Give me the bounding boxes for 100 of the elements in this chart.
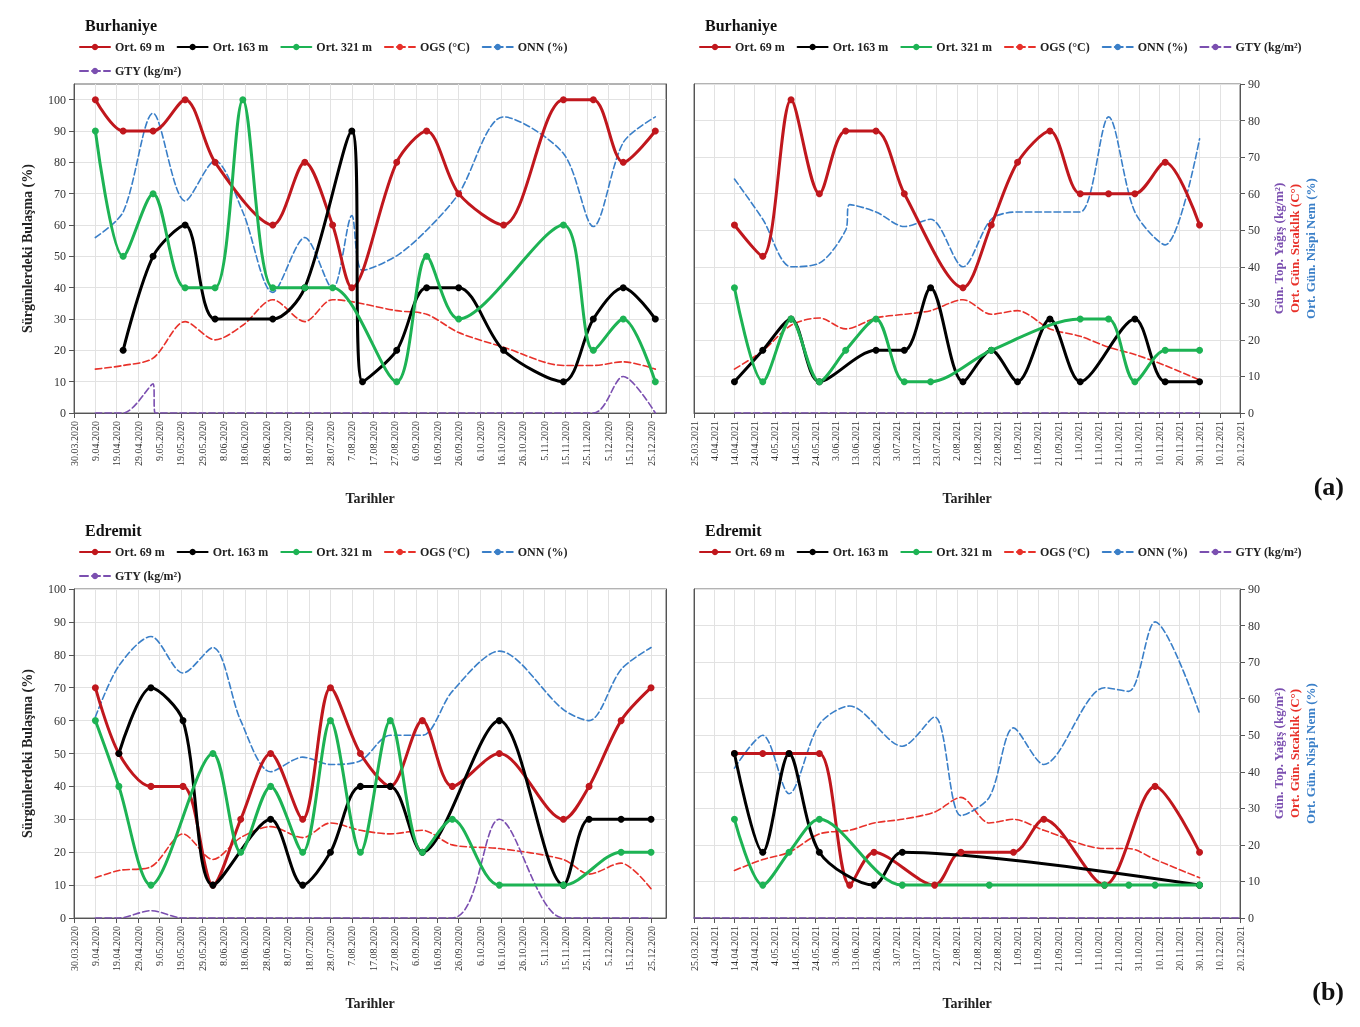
point (237, 848, 245, 856)
point (927, 284, 935, 292)
x-tick-label: 31.10.2021 (1133, 926, 1145, 971)
point (872, 346, 880, 354)
x-tick-label: 5.12.2020 (602, 926, 614, 966)
text: Gün. Top. Yağış (kg/m²) (1270, 182, 1286, 315)
y-axis-title: Sürgünlerdeki Bulaşma (%) (19, 163, 36, 333)
x-tick-label: 18.06.2020 (239, 421, 251, 466)
x-tick-label: 8.06.2020 (218, 926, 230, 966)
x-tick-label: 23.06.2021 (870, 421, 882, 466)
text: Ort. Gün. Nispi Nem (%) (1302, 683, 1318, 824)
x-tick-label: 25.12.2020 (645, 421, 657, 466)
point (393, 158, 401, 166)
y-tick-label: 80 (54, 647, 66, 662)
x-tick-label: 28.06.2020 (260, 926, 272, 971)
point (448, 815, 456, 823)
x-tick-label: 15.11.2020 (560, 421, 572, 466)
x-tick-label: 9.04.2020 (89, 421, 101, 461)
point (455, 315, 463, 323)
y-tick-label: 20 (54, 343, 66, 358)
point (647, 848, 655, 856)
point (326, 848, 334, 856)
legend-label: GTY (kg/m²) (1235, 545, 1302, 559)
legend-label: Ort. 321 m (316, 545, 372, 559)
point (619, 284, 627, 292)
x-tick-label: 3.06.2021 (830, 421, 842, 461)
y2-tick-label: 90 (1248, 582, 1260, 596)
y2-tick-label: 30 (1248, 801, 1260, 816)
point (495, 881, 503, 889)
point (759, 346, 767, 354)
point (179, 717, 187, 725)
x-tick-label: 24.04.2021 (749, 926, 761, 971)
point (1076, 315, 1084, 323)
x-tick-label: 10.11.2021 (1153, 421, 1165, 466)
point (211, 284, 219, 292)
x-tick-label: 1.10.2021 (1072, 421, 1084, 461)
legend-label: GTY (kg/m²) (115, 64, 182, 78)
point (759, 848, 767, 856)
point (870, 848, 878, 856)
y2-tick-label: 70 (1248, 150, 1260, 165)
x-tick-label: 8.07.2020 (282, 926, 294, 966)
point (589, 346, 597, 354)
x-tick-label: 3.07.2021 (890, 926, 902, 966)
point (448, 782, 456, 790)
point (730, 284, 738, 292)
x-tick-label: 23.06.2021 (870, 926, 882, 971)
x-tick-label: 26.10.2020 (517, 421, 529, 466)
point (181, 284, 189, 292)
y-tick-label: 50 (54, 249, 66, 264)
y-tick-label: 0 (60, 406, 66, 420)
x-tick-label: 27.08.2020 (389, 421, 401, 466)
y2-tick-label: 90 (1248, 77, 1260, 91)
point (651, 315, 659, 323)
point (959, 378, 967, 386)
x-tick-label: 29.04.2020 (132, 926, 144, 971)
x-tick-label: 6.10.2020 (474, 421, 486, 461)
point (846, 881, 854, 889)
point (759, 750, 767, 757)
legend-label: OGS (°C) (1039, 545, 1090, 559)
x-tick-label: 27.08.2020 (389, 926, 401, 971)
legend-label: GTY (kg/m²) (115, 569, 182, 583)
x-tick-label: 25.11.2020 (581, 926, 593, 971)
legend-label: Ort. 69 m (115, 40, 165, 54)
x-tick-label: 30.03.2020 (68, 926, 80, 971)
x-tick-label: 17.08.2020 (367, 926, 379, 971)
x-tick-label: 26.10.2020 (517, 926, 529, 971)
point (209, 750, 217, 757)
x-tick-label: 23.07.2021 (931, 926, 943, 971)
chart-title: Burhaniye (85, 16, 158, 35)
point (647, 815, 655, 823)
point (356, 782, 364, 790)
x-tick-label: 8.07.2020 (282, 421, 294, 461)
text: Ort. Gün. Nispi Nem (%) (1302, 178, 1318, 319)
point (842, 346, 850, 354)
x-tick-label: 4.04.2021 (708, 421, 720, 461)
x-tick-label: 25.03.2021 (688, 421, 700, 466)
point (299, 881, 307, 889)
x-tick-label: 6.10.2020 (474, 926, 486, 966)
legend-label: Ort. 163 m (832, 545, 889, 559)
x-tick-label: 15.11.2020 (560, 926, 572, 971)
legend-label: Ort. 163 m (212, 40, 269, 54)
y-tick-label: 10 (54, 374, 66, 389)
point (348, 284, 356, 292)
x-tick-label: 30.11.2021 (1194, 421, 1206, 466)
point (269, 315, 277, 323)
point (617, 717, 625, 725)
point (329, 221, 337, 229)
point (1076, 190, 1084, 198)
point (386, 717, 394, 725)
x-axis-title: Tarihler (345, 490, 395, 506)
point (589, 315, 597, 323)
point (1105, 190, 1113, 198)
y2-tick-label: 0 (1248, 406, 1254, 420)
x-tick-label: 5.12.2020 (602, 421, 614, 461)
x-tick-label: 26.09.2020 (453, 926, 465, 971)
chart-title: Edremit (85, 521, 143, 539)
text: (b) (1312, 976, 1344, 1006)
x-tick-label: 16.09.2020 (431, 421, 443, 466)
point (326, 684, 334, 692)
y-axis-title: Sürgünlerdeki Bulaşma (%) (19, 668, 36, 838)
